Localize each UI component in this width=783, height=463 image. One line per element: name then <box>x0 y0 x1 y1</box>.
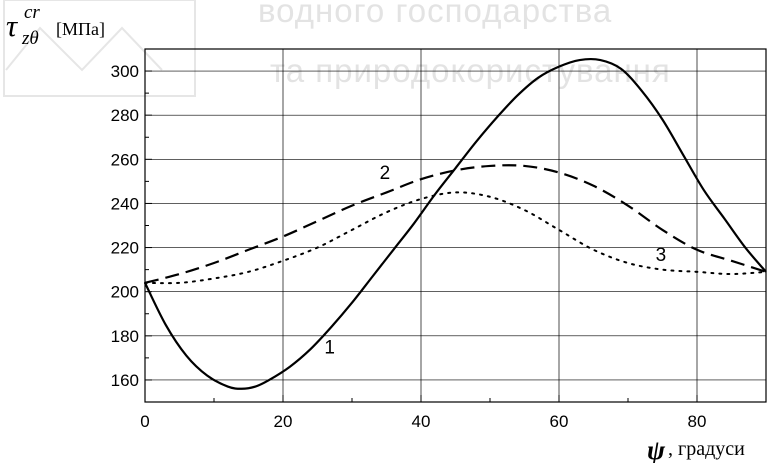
curve-label-3: 3 <box>656 245 667 266</box>
series-line-1 <box>144 57 767 390</box>
y-tick-label: 220 <box>111 239 139 258</box>
y-tick-label: 180 <box>111 327 139 346</box>
series-line-3 <box>144 191 767 285</box>
x-tick-label: 60 <box>550 412 569 431</box>
grid <box>144 49 766 402</box>
y-axis-label-unit: [МПа] <box>56 19 105 39</box>
watermark-logo-frame <box>3 0 196 97</box>
curve-label-2: 2 <box>380 163 391 184</box>
watermark-text-line1: водного господарства <box>258 0 612 29</box>
watermark-logo-wave <box>5 26 163 72</box>
y-axis-label-symbol: τ <box>6 8 19 43</box>
x-tick-label: 20 <box>274 412 293 431</box>
series-line-2 <box>144 164 767 284</box>
axis-ticks: 0 20 40 60 80 160 180 200 220 240 260 280 300 <box>111 48 707 431</box>
x-axis-label: ψ , градуси <box>647 435 745 463</box>
x-tick-label: 40 <box>412 412 431 431</box>
plot-frame <box>144 48 767 403</box>
x-tick-label: 0 <box>140 412 149 431</box>
y-axis-label-superscript: cr <box>24 2 40 23</box>
series-layer <box>144 57 767 390</box>
y-axis-label: τ cr zθ [МПа] <box>6 2 105 49</box>
y-tick-label: 160 <box>111 371 139 390</box>
x-axis-label-symbol: ψ <box>647 435 666 463</box>
x-tick-label: 80 <box>688 412 707 431</box>
y-axis-label-subscript: zθ <box>21 28 39 49</box>
watermark-text-line2: та природокористування <box>270 52 671 89</box>
y-tick-label: 200 <box>111 283 139 302</box>
watermark: водного господарства та природокористува… <box>3 0 671 97</box>
curve-label-1: 1 <box>324 337 335 358</box>
y-tick-label: 280 <box>111 106 139 125</box>
y-tick-label: 240 <box>111 194 139 213</box>
y-tick-label: 260 <box>111 150 139 169</box>
curve-labels: 1 2 3 <box>324 163 666 358</box>
y-tick-label: 300 <box>111 62 139 81</box>
x-axis-label-unit: , градуси <box>668 438 745 460</box>
